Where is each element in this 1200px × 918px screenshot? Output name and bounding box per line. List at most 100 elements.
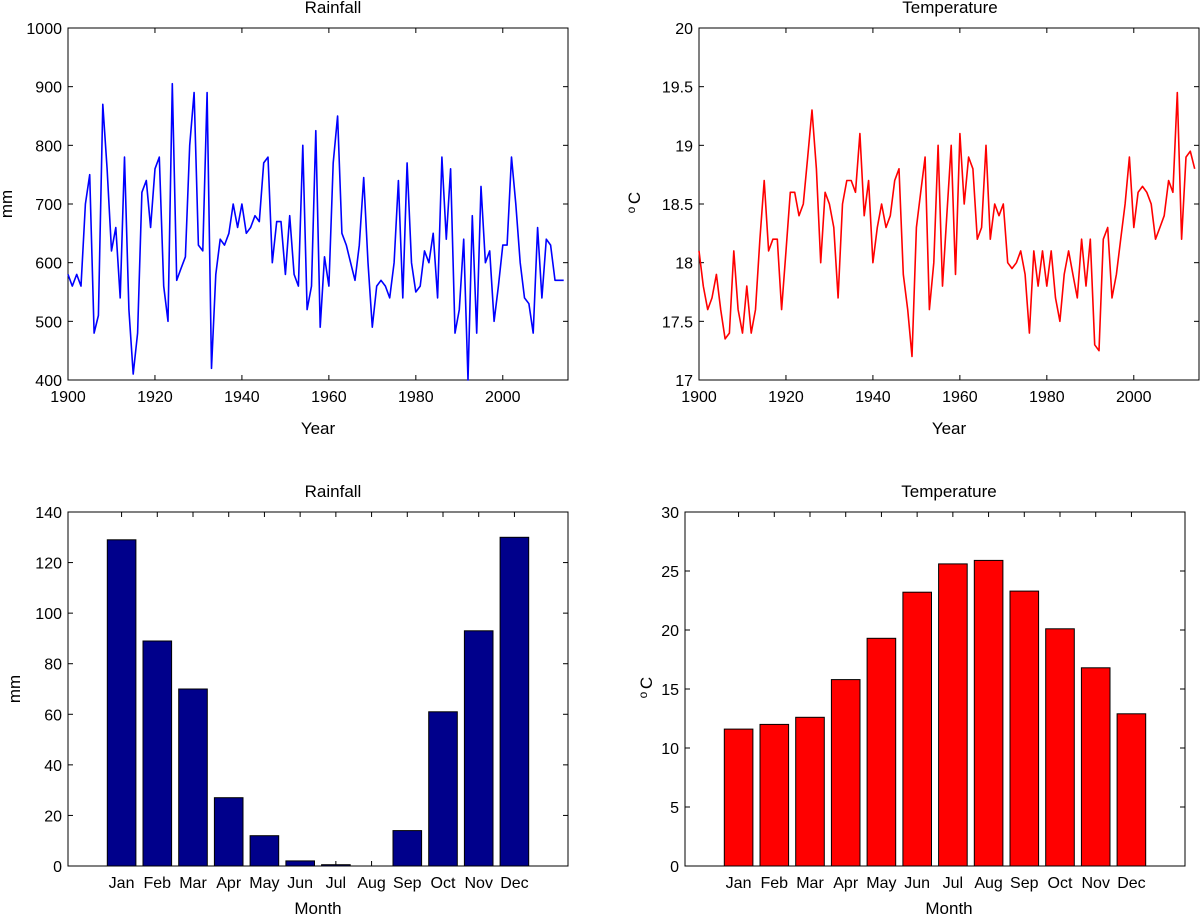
x-tick-label: 1960 [942, 389, 978, 406]
x-tick-label: Apr [216, 875, 242, 892]
x-tick-label: 1920 [768, 389, 804, 406]
bar [973, 559, 1004, 867]
bar [1080, 667, 1111, 867]
panel-rainfall-yearly: Rainfall 1900 1920 1940 1960 1980 2000 400 500… [0, 0, 569, 438]
bar [1045, 628, 1075, 867]
bar [213, 797, 244, 867]
x-tick-label: Jan [109, 875, 135, 892]
bar [499, 536, 530, 867]
chart-title: Temperature [902, 0, 997, 17]
x-tick-label: Jun [287, 875, 313, 892]
x-tick-label: Jul [943, 875, 963, 892]
bar [902, 591, 933, 867]
bar [866, 637, 897, 867]
y-tick-label: 1000 [26, 21, 62, 38]
panel-temperature-monthly: Temperature Jan Feb Mar Apr May Jun Jul Aug Sep O… [636, 482, 1186, 918]
panel-rainfall-monthly: Rainfall Jan Feb Mar Apr May Jun Jul Aug Sep Oct N… [5, 482, 569, 918]
panel-temperature-yearly: Temperature 1900 1920 1940 1960 1980 2000 171… [624, 0, 1200, 438]
y-tick-label: 30 [661, 505, 679, 522]
x-axis-label: Year [301, 419, 336, 438]
bar [723, 728, 754, 867]
x-tick-label: Oct [431, 875, 456, 892]
x-tick-label: Feb [760, 875, 788, 892]
x-ticks: Jan Feb Mar Apr May Jun Jul Aug Sep Oct Nov Dec [726, 512, 1146, 892]
y-tick-label: 10 [661, 741, 679, 758]
bar [759, 723, 790, 867]
series-line [67, 82, 564, 381]
y-ticks: 0 20 40 60 80 100 120 140 [35, 505, 568, 876]
chart-title: Rainfall [305, 482, 362, 501]
x-axis-label: Month [294, 899, 341, 918]
x-tick-label: Jul [326, 875, 346, 892]
y-tick-label: 140 [35, 505, 62, 522]
y-axis-label: mm [0, 190, 16, 218]
series-line [698, 91, 1196, 358]
x-tick-label: Sep [393, 875, 422, 892]
x-ticks: 1900 1920 1940 1960 1980 2000 [50, 28, 521, 406]
y-tick-label: 500 [35, 314, 62, 331]
y-tick-label: 600 [35, 256, 62, 273]
y-axis-label-sup: o [624, 206, 638, 213]
y-ticks: 0 5 10 15 20 25 30 [661, 505, 1185, 876]
bar [1009, 590, 1040, 867]
series [723, 559, 1147, 867]
y-tick-label: 25 [661, 564, 679, 581]
bar [321, 864, 351, 867]
y-tick-label: 0 [53, 859, 62, 876]
y-tick-label: 800 [35, 138, 62, 155]
x-tick-label: Nov [464, 875, 492, 892]
x-tick-label: May [866, 875, 896, 892]
x-tick-label: Sep [1010, 875, 1039, 892]
y-tick-label: 20 [675, 21, 693, 38]
series [67, 82, 564, 381]
x-tick-label: 1920 [137, 389, 173, 406]
y-axis-label: mm [5, 675, 24, 703]
bar [249, 835, 280, 867]
x-tick-label: Oct [1048, 875, 1073, 892]
y-tick-label: 15 [661, 682, 679, 699]
y-axis-label-sup: o [636, 691, 650, 698]
chart-title: Rainfall [305, 0, 362, 17]
y-tick-label: 17.5 [662, 314, 693, 331]
y-tick-label: 0 [670, 859, 679, 876]
x-ticks: 1900 1920 1940 1960 1980 2000 [681, 28, 1152, 406]
plot-area [698, 27, 1200, 381]
x-tick-label: 1960 [311, 389, 347, 406]
y-tick-label: 17 [675, 373, 693, 390]
x-tick-label: 1980 [398, 389, 434, 406]
y-tick-label: 19.5 [662, 80, 693, 97]
bar [830, 679, 861, 867]
y-tick-label: 18.5 [662, 197, 693, 214]
x-tick-label: Jun [904, 875, 930, 892]
y-tick-label: 400 [35, 373, 62, 390]
x-tick-label: Mar [179, 875, 207, 892]
x-tick-label: 2000 [485, 389, 521, 406]
y-tick-label: 100 [35, 606, 62, 623]
x-tick-label: May [249, 875, 279, 892]
bar [106, 539, 137, 867]
x-axis-label: Month [925, 899, 972, 918]
y-tick-label: 900 [35, 80, 62, 97]
chart-title: Temperature [901, 482, 996, 501]
y-axis-label-main: C [625, 192, 644, 204]
y-tick-label: 700 [35, 197, 62, 214]
x-tick-label: 1980 [1029, 389, 1065, 406]
x-tick-label: Jan [726, 875, 752, 892]
x-tick-label: Nov [1081, 875, 1109, 892]
x-tick-label: 1940 [224, 389, 260, 406]
y-tick-label: 20 [44, 808, 62, 825]
x-tick-label: 2000 [1116, 389, 1152, 406]
y-ticks: 17 17.5 18 18.5 19 19.5 20 [662, 21, 1199, 390]
x-tick-label: Apr [833, 875, 859, 892]
y-tick-label: 60 [44, 707, 62, 724]
bar [795, 716, 825, 867]
x-axis-label: Year [932, 419, 967, 438]
x-tick-label: Dec [500, 875, 528, 892]
bar [1116, 713, 1147, 867]
y-tick-label: 80 [44, 657, 62, 674]
y-tick-label: 40 [44, 758, 62, 775]
x-tick-label: Aug [974, 875, 1002, 892]
bar [178, 688, 208, 867]
x-tick-label: Dec [1117, 875, 1145, 892]
